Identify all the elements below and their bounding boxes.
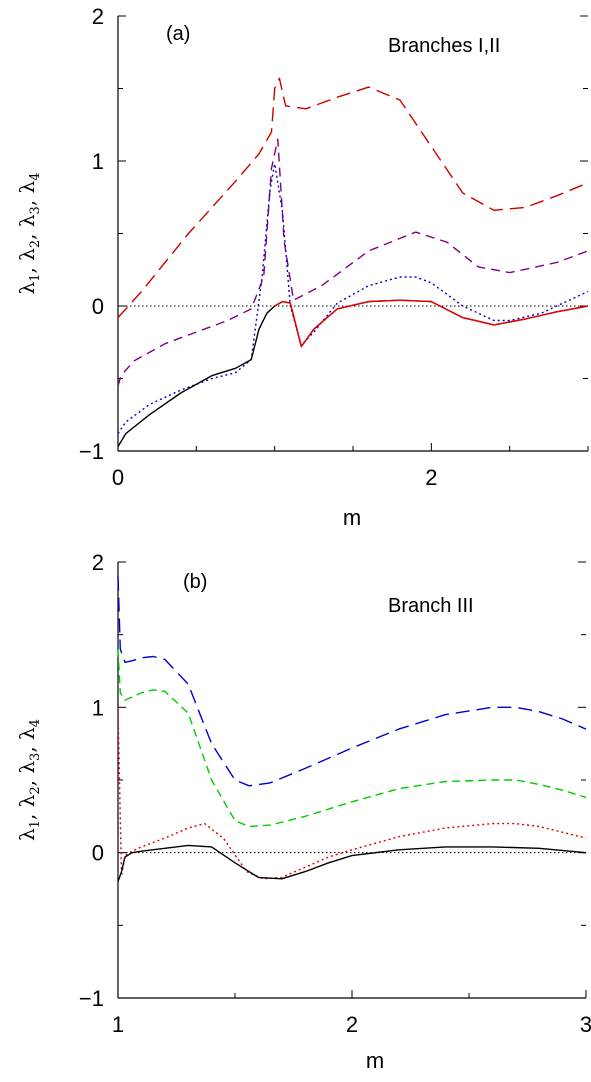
y-tick-label: −1 — [79, 439, 104, 464]
x-tick-label: 3 — [580, 1012, 591, 1037]
y-axis-title: λ1, λ2, λ3, λ4 — [15, 172, 43, 294]
y-tick-label: 0 — [92, 841, 104, 866]
y-tick-label: 0 — [92, 294, 104, 319]
y-tick-label: 2 — [92, 4, 104, 29]
series-line-2 — [117, 649, 587, 828]
series-line-4 — [117, 844, 587, 882]
chart-panel-b: −1 0 1 2 1 2 3 (b) Branch III m λ1, λ2, λ3, λ4 — [15, 550, 591, 1073]
series-line-2 — [117, 138, 589, 387]
panel-label: (a) — [166, 23, 190, 45]
y-tick-label: 2 — [92, 550, 104, 575]
y-axis-title: λ1, λ2, λ3, λ4 — [15, 719, 43, 841]
series-line-3 — [117, 163, 589, 434]
series-line-3 — [117, 707, 587, 880]
y-tick-label: 1 — [92, 149, 104, 174]
x-tick-label: 1 — [112, 1012, 124, 1037]
y-tick-label: −1 — [79, 986, 104, 1011]
series-line-4 — [117, 299, 589, 447]
x-tick-label: 0 — [112, 465, 124, 490]
panel-label: (b) — [183, 571, 207, 593]
chart-panel-a: −1 0 1 2 0 2 (a) Branches I,II m λ1, λ2, λ3, λ4 — [15, 4, 589, 530]
x-tick-label: 2 — [346, 1012, 358, 1037]
series-line-5 — [274, 299, 589, 348]
branch-annotation: Branch III — [388, 595, 474, 617]
x-axis-title: m — [343, 505, 361, 530]
y-tick-label: 1 — [92, 695, 104, 720]
series-line-1 — [117, 77, 589, 319]
series-line-1 — [117, 576, 587, 787]
x-tick-label: 2 — [425, 465, 437, 490]
branch-annotation: Branches I,II — [388, 35, 500, 57]
x-axis-title: m — [366, 1048, 384, 1073]
